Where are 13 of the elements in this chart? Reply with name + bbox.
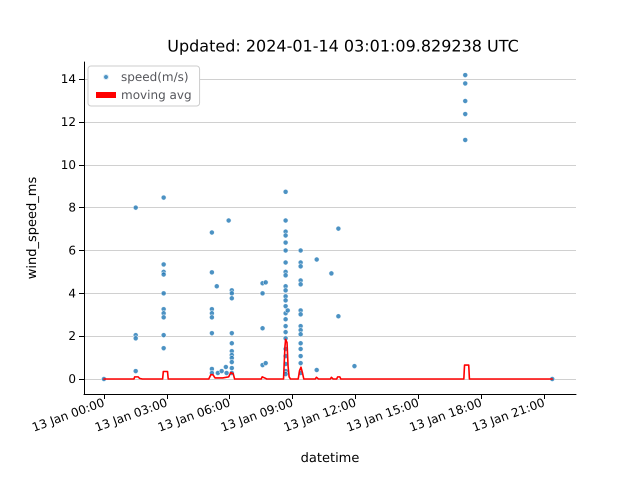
legend-label: speed(m/s) [121, 70, 189, 84]
y-tick-label: 0 [68, 372, 76, 386]
chart-title: Updated: 2024-01-14 03:01:09.829238 UTC [167, 36, 519, 56]
y-tick-label: 8 [68, 200, 76, 215]
y-tick-label: 4 [68, 286, 76, 300]
y-tick-label: 6 [68, 243, 76, 258]
x-axis-title: datetime [300, 451, 360, 466]
legend-label: moving avg [121, 88, 192, 102]
y-tick-label: 10 [60, 158, 76, 172]
y-tick-label: 12 [60, 114, 76, 129]
y-tick-label: 2 [68, 329, 76, 344]
y-tick-label: 14 [60, 72, 76, 86]
y-axis-title: wind_speed_ms [25, 176, 40, 280]
